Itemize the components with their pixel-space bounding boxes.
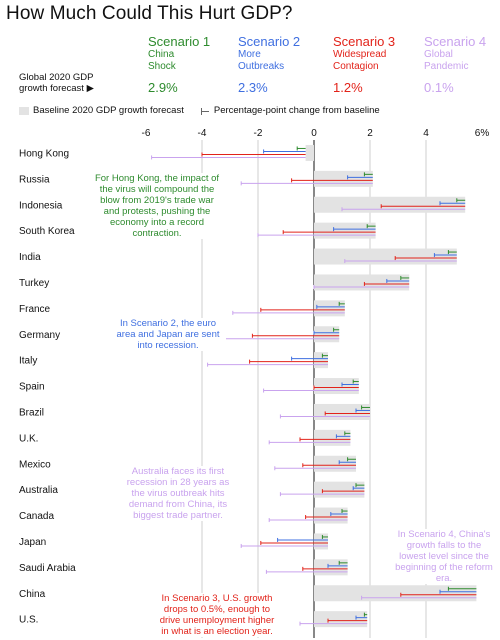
change-marker-icon [200, 107, 210, 115]
scenario-4-global-value: 0.1% [424, 80, 454, 95]
x-tick-label: 2 [367, 128, 373, 139]
scenario-1-desc-line2: Shock [148, 60, 176, 72]
baseline-swatch-icon [19, 106, 29, 115]
country-label: Russia [19, 174, 50, 185]
note-china: In Scenario 4, China's growth falls to t… [393, 529, 495, 584]
baseline-bar [314, 559, 348, 576]
scenario-3-desc-line2: Contagion [333, 60, 379, 72]
legend-change-label: Percentage-point change from baseline [213, 105, 380, 116]
scenario-2-header: Scenario 2 More Outbreaks [238, 34, 300, 72]
country-label: Brazil [19, 407, 44, 418]
country-label: Saudi Arabia [19, 563, 76, 574]
scenario-3-desc-line1: Widespread [333, 49, 387, 60]
legend-baseline-label: Baseline 2020 GDP growth forecast [33, 105, 184, 116]
note-hong-kong: For Hong Kong, the impact of the virus w… [92, 173, 222, 239]
scenario-3-name: Scenario 3 [333, 34, 396, 49]
country-label: South Korea [19, 226, 75, 237]
note-us: In Scenario 3, U.S. growth drops to 0.5%… [158, 593, 276, 637]
baseline-bar [314, 300, 345, 317]
scenario-4-name: Scenario 4 [424, 34, 487, 49]
country-label: China [19, 589, 46, 600]
baseline-bar [314, 585, 477, 602]
legend: Baseline 2020 GDP growth forecast Percen… [19, 105, 380, 116]
chart-title: How Much Could This Hurt GDP? [6, 3, 293, 24]
baseline-bar [314, 378, 359, 395]
baseline-bar [314, 611, 368, 628]
baseline-bar [314, 352, 328, 369]
scenario-1-global-value: 2.9% [148, 80, 178, 95]
scenario-2-name: Scenario 2 [238, 34, 301, 49]
baseline-bar [314, 274, 410, 291]
x-tick-label: 0 [311, 128, 317, 139]
baseline-bar [314, 248, 457, 265]
country-label: U.K. [19, 433, 38, 444]
country-label: Indonesia [19, 200, 63, 211]
scenario-2-desc-line1: More [238, 49, 261, 60]
country-label: Germany [19, 330, 60, 341]
baseline-bar [314, 326, 340, 343]
scenario-3-header: Scenario 3 Widespread Contagion [333, 34, 395, 72]
scenario-4-desc-line2: Pandemic [424, 60, 469, 72]
country-label: Australia [19, 485, 58, 496]
country-label: Canada [19, 511, 54, 522]
scenario-4-desc-line1: Global [424, 49, 453, 60]
baseline-bar [314, 455, 356, 472]
scenario-1-header: Scenario 1 China Shock [148, 34, 210, 72]
scenario-2-global-value: 2.3% [238, 80, 268, 95]
baseline-bar [314, 222, 376, 239]
x-tick-label: 6% [475, 128, 490, 139]
x-tick-label: -4 [198, 128, 207, 139]
x-tick-label: -6 [142, 128, 151, 139]
note-scenario-2: In Scenario 2, the euro area and Japan a… [110, 318, 226, 351]
country-label: France [19, 304, 51, 315]
country-label: U.S. [19, 615, 38, 626]
x-tick-label: -2 [254, 128, 263, 139]
scenario-4-header: Scenario 4 Global Pandemic [424, 34, 486, 72]
country-label: Japan [19, 537, 46, 548]
note-australia: Australia faces its first recession in 2… [120, 466, 236, 521]
x-tick-label: 4 [423, 128, 429, 139]
country-label: Mexico [19, 459, 51, 470]
country-label: Spain [19, 382, 45, 393]
baseline-bar [314, 196, 466, 213]
scenario-1-desc-line1: China [148, 49, 175, 60]
country-label: Turkey [19, 278, 49, 289]
country-label: Italy [19, 356, 37, 367]
scenario-3-global-value: 1.2% [333, 80, 363, 95]
country-label: India [19, 252, 41, 263]
baseline-bar [314, 533, 328, 550]
scenario-2-desc-line2: Outbreaks [238, 60, 285, 72]
baseline-bar [314, 481, 365, 498]
country-label: Hong Kong [19, 148, 69, 159]
baseline-bar [305, 144, 314, 161]
global-forecast-label: Global 2020 GDP growth forecast ▶ [19, 72, 94, 94]
scenario-1-name: Scenario 1 [148, 34, 211, 49]
